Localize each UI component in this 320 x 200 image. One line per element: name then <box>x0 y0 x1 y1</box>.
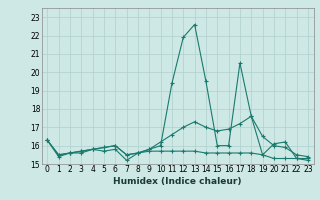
X-axis label: Humidex (Indice chaleur): Humidex (Indice chaleur) <box>113 177 242 186</box>
